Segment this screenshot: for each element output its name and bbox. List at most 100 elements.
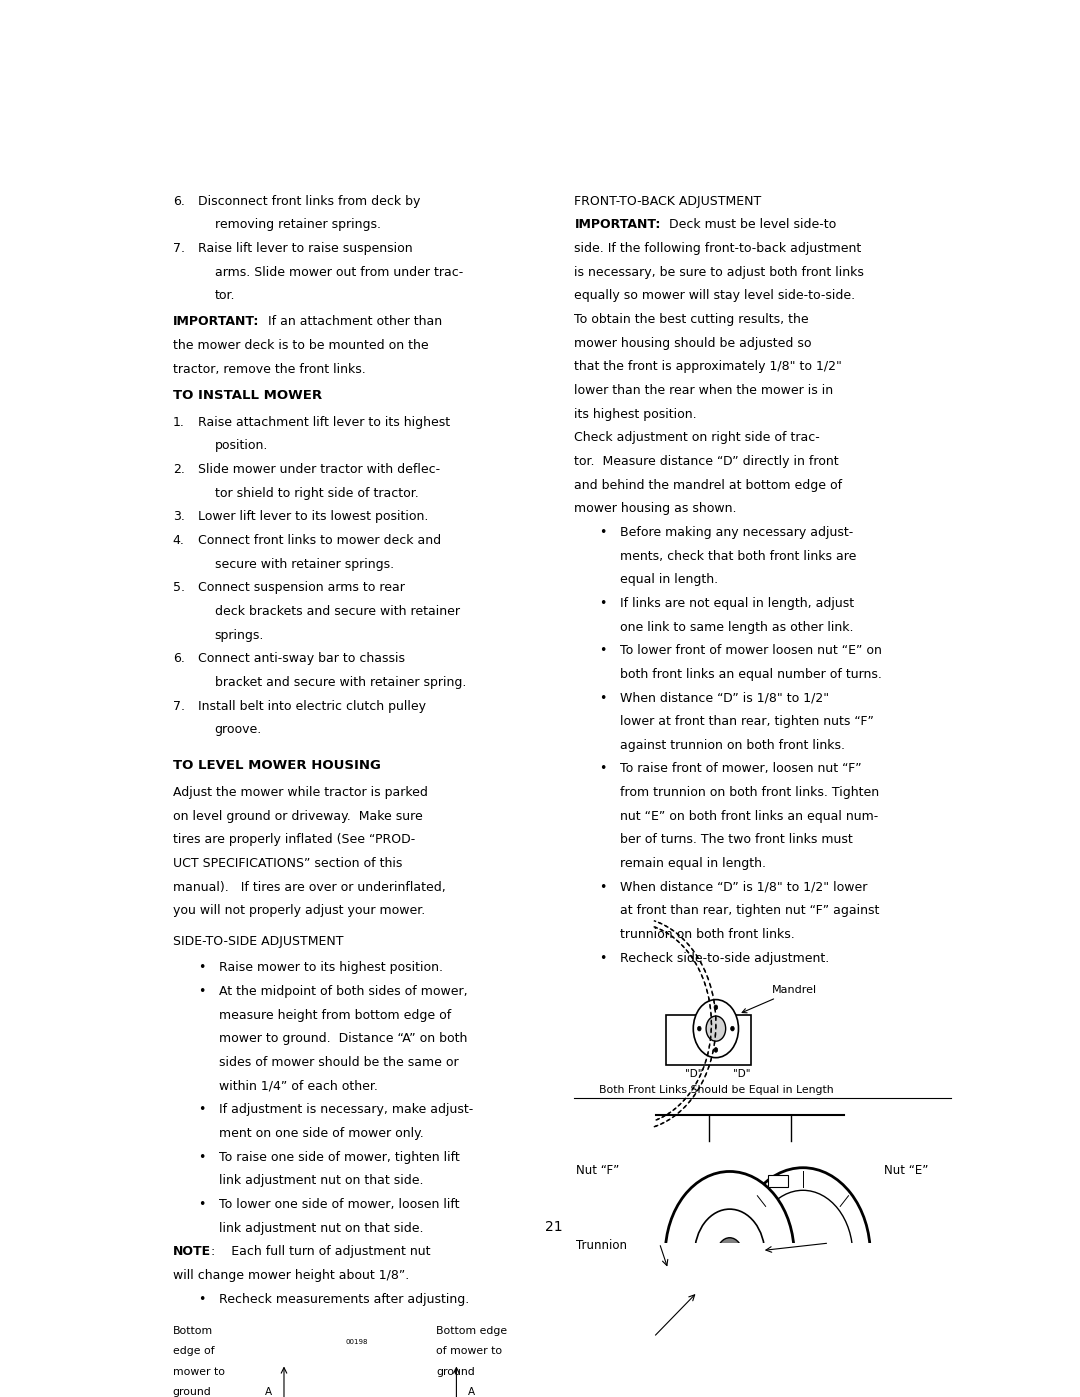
Text: To lower front of mower loosen nut “E” on: To lower front of mower loosen nut “E” o… xyxy=(620,644,882,657)
Text: position.: position. xyxy=(215,440,268,453)
Text: SIDE-TO-SIDE ADJUSTMENT: SIDE-TO-SIDE ADJUSTMENT xyxy=(173,935,343,949)
Circle shape xyxy=(717,1238,743,1271)
Text: tor.: tor. xyxy=(215,289,235,302)
Text: mower to: mower to xyxy=(173,1366,225,1376)
Text: manual).   If tires are over or underinflated,: manual). If tires are over or underinfla… xyxy=(173,882,445,894)
Text: and behind the mandrel at bottom edge of: and behind the mandrel at bottom edge of xyxy=(575,479,842,492)
Text: •: • xyxy=(599,644,607,657)
Text: groove.: groove. xyxy=(215,724,261,736)
Text: TO INSTALL MOWER: TO INSTALL MOWER xyxy=(173,388,322,401)
Text: Connect suspension arms to rear: Connect suspension arms to rear xyxy=(198,581,405,595)
Circle shape xyxy=(714,1048,718,1052)
Circle shape xyxy=(693,1000,739,1058)
Text: Slide mower under tractor with deflec-: Slide mower under tractor with deflec- xyxy=(198,464,440,476)
Text: mower housing as shown.: mower housing as shown. xyxy=(575,502,737,515)
Text: the mower deck is to be mounted on the: the mower deck is to be mounted on the xyxy=(173,339,429,352)
Text: :    Each full turn of adjustment nut: : Each full turn of adjustment nut xyxy=(212,1245,431,1259)
Text: Bottom: Bottom xyxy=(173,1326,213,1337)
Text: removing retainer springs.: removing retainer springs. xyxy=(215,218,380,231)
Text: Raise lift lever to raise suspension: Raise lift lever to raise suspension xyxy=(198,242,413,254)
Text: 7.: 7. xyxy=(173,242,185,254)
Circle shape xyxy=(706,1016,726,1041)
Circle shape xyxy=(694,1210,765,1299)
Text: that the front is approximately 1/8" to 1/2": that the front is approximately 1/8" to … xyxy=(575,360,842,373)
Text: At the midpoint of both sides of mower,: At the midpoint of both sides of mower, xyxy=(218,985,468,997)
Text: you will not properly adjust your mower.: you will not properly adjust your mower. xyxy=(173,904,424,918)
Text: Check adjustment on right side of trac-: Check adjustment on right side of trac- xyxy=(575,432,820,444)
Circle shape xyxy=(665,1172,794,1337)
Text: 2.: 2. xyxy=(173,464,185,476)
Circle shape xyxy=(731,1027,734,1031)
Text: •: • xyxy=(599,763,607,775)
Text: Raise attachment lift lever to its highest: Raise attachment lift lever to its highe… xyxy=(198,416,450,429)
Text: its highest position.: its highest position. xyxy=(575,408,697,420)
Text: Lower lift lever to its lowest position.: Lower lift lever to its lowest position. xyxy=(198,510,428,524)
Text: Connect anti-sway bar to chassis: Connect anti-sway bar to chassis xyxy=(198,652,405,665)
Text: sides of mower should be the same or: sides of mower should be the same or xyxy=(218,1056,458,1069)
Text: 6.: 6. xyxy=(173,194,185,208)
Text: Recheck measurements after adjusting.: Recheck measurements after adjusting. xyxy=(218,1292,469,1306)
Text: ground: ground xyxy=(173,1387,212,1397)
Text: within 1/4” of each other.: within 1/4” of each other. xyxy=(218,1080,378,1092)
Bar xyxy=(768,1175,788,1186)
Text: If an attachment other than: If an attachment other than xyxy=(259,316,442,328)
Circle shape xyxy=(698,1027,701,1031)
Text: equal in length.: equal in length. xyxy=(620,573,718,587)
Text: Adjust the mower while tractor is parked: Adjust the mower while tractor is parked xyxy=(173,787,428,799)
Circle shape xyxy=(264,1361,308,1397)
Text: 7.: 7. xyxy=(173,700,185,712)
Text: of mower to: of mower to xyxy=(436,1347,502,1356)
Text: link adjustment nut on that side.: link adjustment nut on that side. xyxy=(218,1221,423,1235)
Text: •: • xyxy=(599,951,607,965)
Text: •: • xyxy=(198,1292,205,1306)
Text: mower to ground.  Distance “A” on both: mower to ground. Distance “A” on both xyxy=(218,1032,467,1045)
Text: deck brackets and secure with retainer: deck brackets and secure with retainer xyxy=(215,605,459,617)
Text: tractor, remove the front links.: tractor, remove the front links. xyxy=(173,363,365,376)
Text: FRONT-TO-BACK ADJUSTMENT: FRONT-TO-BACK ADJUSTMENT xyxy=(575,194,761,208)
Polygon shape xyxy=(717,1310,743,1356)
Text: •: • xyxy=(198,961,205,974)
Text: lower than the rear when the mower is in: lower than the rear when the mower is in xyxy=(575,384,834,397)
Text: "D": "D" xyxy=(732,1069,751,1080)
Text: •: • xyxy=(599,597,607,610)
Text: 21: 21 xyxy=(544,1220,563,1234)
Text: against trunnion on both front links.: against trunnion on both front links. xyxy=(620,739,846,752)
Text: •: • xyxy=(599,882,607,894)
Text: UCT SPECIFICATIONS” section of this: UCT SPECIFICATIONS” section of this xyxy=(173,858,402,870)
Text: To lower one side of mower, loosen lift: To lower one side of mower, loosen lift xyxy=(218,1199,459,1211)
Text: from trunnion on both front links. Tighten: from trunnion on both front links. Tight… xyxy=(620,787,879,799)
Text: Before making any necessary adjust-: Before making any necessary adjust- xyxy=(620,525,853,539)
Text: bracket and secure with retainer spring.: bracket and secure with retainer spring. xyxy=(215,676,465,689)
Text: Mandrel: Mandrel xyxy=(742,985,816,1013)
Text: edge of: edge of xyxy=(173,1347,214,1356)
Text: equally so mower will stay level side-to-side.: equally so mower will stay level side-to… xyxy=(575,289,855,302)
Circle shape xyxy=(753,1190,853,1319)
Text: springs.: springs. xyxy=(215,629,264,641)
Text: ground: ground xyxy=(436,1366,475,1376)
Text: Nut “E”: Nut “E” xyxy=(885,1164,929,1176)
Text: Connect front links to mower deck and: Connect front links to mower deck and xyxy=(198,534,441,548)
Text: Both Front Links Should be Equal in Length: Both Front Links Should be Equal in Leng… xyxy=(598,1085,833,1095)
Text: one link to same length as other link.: one link to same length as other link. xyxy=(620,620,854,633)
Bar xyxy=(278,1350,470,1393)
Bar xyxy=(666,1016,751,1066)
Text: A: A xyxy=(266,1387,272,1397)
Text: •: • xyxy=(198,1199,205,1211)
Text: If adjustment is necessary, make adjust-: If adjustment is necessary, make adjust- xyxy=(218,1104,473,1116)
Text: is necessary, be sure to adjust both front links: is necessary, be sure to adjust both fro… xyxy=(575,265,864,278)
Text: •: • xyxy=(198,1104,205,1116)
Text: 5.: 5. xyxy=(173,581,185,595)
Text: 00198: 00198 xyxy=(346,1338,368,1345)
Text: 4.: 4. xyxy=(173,534,185,548)
Text: 3.: 3. xyxy=(173,510,185,524)
Text: ment on one side of mower only.: ment on one side of mower only. xyxy=(218,1127,423,1140)
Text: Trunnion: Trunnion xyxy=(576,1239,627,1252)
Text: lower at front than rear, tighten nuts “F”: lower at front than rear, tighten nuts “… xyxy=(620,715,875,728)
Bar xyxy=(701,1363,724,1375)
Text: nut “E” on both front links an equal num-: nut “E” on both front links an equal num… xyxy=(620,810,879,823)
Text: ments, check that both front links are: ments, check that both front links are xyxy=(620,549,856,563)
Text: Disconnect front links from deck by: Disconnect front links from deck by xyxy=(198,194,420,208)
Text: To raise one side of mower, tighten lift: To raise one side of mower, tighten lift xyxy=(218,1151,459,1164)
Text: NOTE: NOTE xyxy=(173,1245,211,1259)
Text: measure height from bottom edge of: measure height from bottom edge of xyxy=(218,1009,451,1021)
